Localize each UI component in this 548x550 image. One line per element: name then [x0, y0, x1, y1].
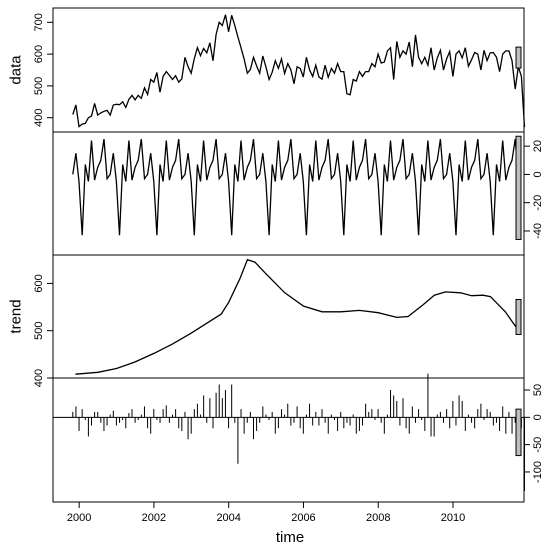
panel-trend: 400 500 600 trend: [8, 254, 525, 387]
data-series-line: [72, 14, 526, 128]
trend-range-bar: [515, 298, 522, 335]
remainder-panel-frame: [52, 377, 525, 503]
panel-seasonal: -40-20020seasonal: [52, 131, 544, 256]
x-tick-label: 2008: [366, 512, 390, 524]
panel-remainder: -100-50050remainder: [52, 373, 544, 503]
x-tick-label: 2000: [67, 512, 91, 524]
data-y-tick-label: 500: [33, 77, 45, 95]
remainder-range-bar: [515, 408, 522, 457]
seasonal-range-bar: [515, 135, 522, 240]
trend-y-tick-label: 400: [33, 369, 45, 387]
remainder-y-tick-label: -100: [532, 461, 544, 483]
data-y-tick-label: 600: [33, 45, 45, 63]
seasonal-y-tick-label: -40: [532, 223, 544, 239]
x-tick-label: 2006: [291, 512, 315, 524]
data-panel-label: data: [8, 55, 25, 85]
seasonal-y-tick-label: -20: [532, 195, 544, 211]
remainder-y-tick-label: 0: [532, 414, 544, 420]
trend-series-line: [75, 258, 521, 375]
data-y-tick-label: 700: [33, 13, 45, 31]
x-tick-label: 2010: [441, 512, 465, 524]
trend-panel-frame: [52, 254, 525, 379]
x-axis-label: time: [276, 529, 304, 546]
x-tick-label: 2002: [142, 512, 166, 524]
panels-layer: 400500600700data-40-20020seasonal4005006…: [8, 7, 544, 503]
x-axis: 2000 2002 2004 2006 2008 2010: [67, 502, 465, 524]
data-y-tick-label: 400: [33, 109, 45, 127]
panel-data: 400 500 600 700 data: [8, 7, 526, 133]
seasonal-y-tick-label: 20: [532, 140, 544, 152]
remainder-y-tick-label: 50: [532, 384, 544, 396]
seasonal-series-line: [72, 139, 519, 236]
x-tick-label: 2004: [216, 512, 240, 524]
data-range-bar: [515, 46, 522, 69]
trend-y-tick-label: 600: [33, 274, 45, 292]
trend-y-tick-label: 500: [33, 322, 45, 340]
trend-panel-label: trend: [8, 299, 25, 333]
seasonal-y-tick-label: 0: [532, 171, 544, 177]
remainder-y-tick-label: -50: [532, 437, 544, 453]
